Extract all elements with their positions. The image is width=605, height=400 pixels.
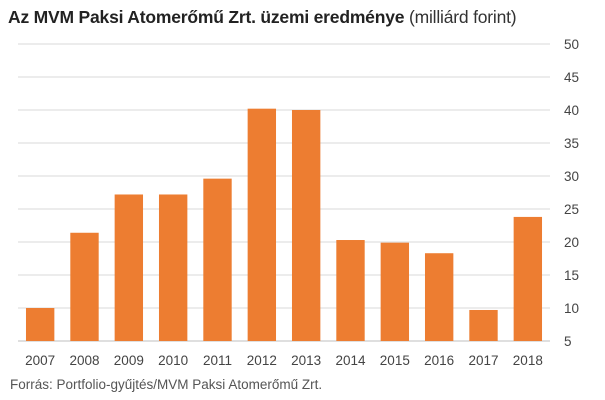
bar-2007: [25, 308, 55, 341]
bar-2016: [424, 253, 454, 341]
y-tick-label-10: 10: [564, 301, 579, 316]
x-tick-label-2016: 2016: [424, 353, 454, 368]
x-tick-label-2010: 2010: [158, 353, 188, 368]
bar-layer: [25, 108, 543, 342]
bar-2011: [203, 178, 232, 341]
x-tick-label-2008: 2008: [69, 353, 99, 368]
y-tick-label-25: 25: [564, 202, 579, 217]
chart-title-unit: (milliárd forint): [408, 7, 517, 27]
y-tick-label-45: 45: [564, 70, 579, 85]
bar-2013: [291, 110, 321, 341]
bar-2008: [70, 232, 99, 341]
y-tick-label-35: 35: [564, 136, 579, 151]
source-note: Forrás: Portfolio-gyűjtés/MVM Paksi Atom…: [10, 377, 323, 392]
chart-title-main: Az MVM Paksi Atomerőmű Zrt. üzemi eredmé…: [8, 7, 405, 27]
y-tick-label-50: 50: [564, 37, 579, 52]
x-tick-label-2014: 2014: [335, 353, 366, 368]
grid-layer: [18, 43, 550, 342]
x-tick-label-2017: 2017: [468, 353, 498, 368]
bar-2010: [158, 194, 188, 341]
bar-2015: [380, 242, 410, 341]
bar-2017: [469, 309, 498, 341]
x-tick-label-2009: 2009: [114, 353, 144, 368]
bar-2009: [114, 194, 144, 341]
y-tick-label-30: 30: [564, 169, 579, 184]
x-tick-label-2015: 2015: [380, 353, 410, 368]
x-tick-label-2012: 2012: [247, 353, 277, 368]
y-tick-label-15: 15: [564, 268, 579, 283]
x-tick-label-2018: 2018: [513, 353, 543, 368]
bar-2012: [247, 108, 277, 342]
y-tick-label-40: 40: [564, 103, 579, 118]
y-axis: 5 10 15 20 25 30 35 40 45 50: [564, 37, 579, 349]
bar-2018: [513, 216, 543, 341]
y-tick-label-5: 5: [564, 334, 572, 349]
y-tick-label-20: 20: [564, 235, 579, 250]
x-tick-label-2013: 2013: [291, 353, 321, 368]
x-tick-label-2011: 2011: [203, 353, 232, 368]
bar-2014: [336, 240, 365, 341]
chart-title: Az MVM Paksi Atomerőmű Zrt. üzemi eredmé…: [8, 7, 517, 28]
x-axis: 2007 2008 2009 2010 2011 2012 2013 2014 2015 2016…: [25, 353, 543, 368]
x-tick-label-2007: 2007: [25, 353, 55, 368]
